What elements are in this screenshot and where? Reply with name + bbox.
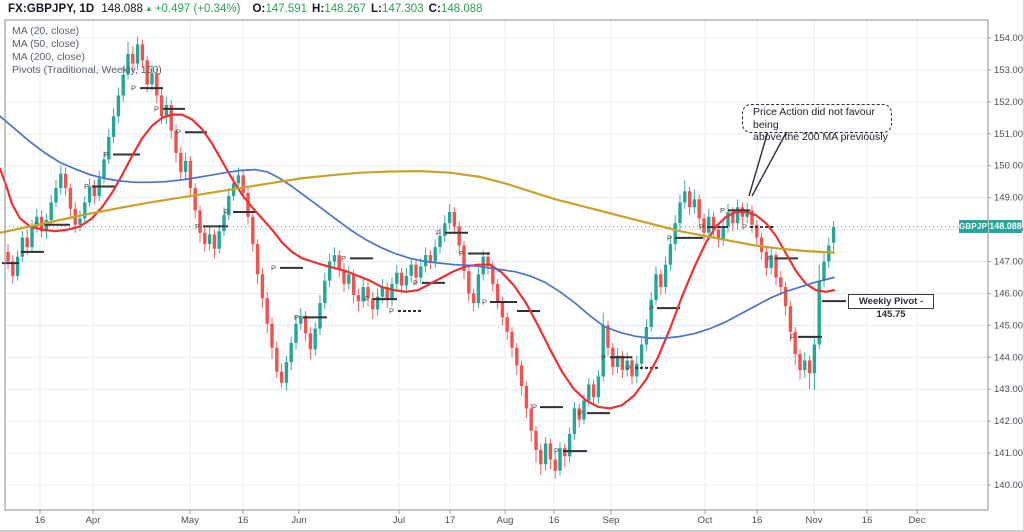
- time-tick-label: 16: [238, 515, 249, 526]
- pivot-p-label: P: [104, 150, 109, 159]
- legend-ma200[interactable]: MA (200, close): [12, 51, 85, 63]
- close-key: C:: [428, 3, 441, 15]
- price-tick-label: 149.000: [994, 193, 1024, 204]
- pivot-p-label: P: [271, 263, 276, 272]
- callout-line-2: above the 200 MA previously: [753, 131, 888, 143]
- last-price: 148.088: [101, 3, 143, 15]
- time-tick-label: Dec: [909, 515, 926, 526]
- indicator-legend: MA (20, close) MA (50, close) MA (200, c…: [12, 25, 162, 77]
- symbol-title[interactable]: FX:GBPJPY, 1D: [8, 3, 95, 15]
- pivot-p-label: P: [720, 206, 725, 215]
- ma-line-ma-20[interactable]: [0, 113, 836, 410]
- open-value: 147.591: [265, 3, 308, 15]
- legend-pivots[interactable]: Pivots (Traditional, Weekly, 150): [12, 64, 162, 76]
- pivot-p-label: P: [341, 254, 346, 263]
- ma-line-ma-200[interactable]: [0, 170, 836, 254]
- symbol-price-tag: GBPJPY: [959, 220, 993, 233]
- high-key: H:: [312, 3, 325, 15]
- price-change: +0.497 (+0.34%): [154, 3, 241, 15]
- time-tick-label: Aug: [497, 515, 514, 526]
- price-tick-label: 140.000: [994, 480, 1024, 491]
- callout-arrow: [748, 130, 788, 197]
- price-tick-label: 146.000: [994, 288, 1024, 299]
- price-action-callout[interactable]: Price Action did not favour being above …: [742, 104, 892, 143]
- price-tick-label: 142.000: [994, 416, 1024, 427]
- time-tick-label: Oct: [698, 515, 713, 526]
- pivot-p-label: P: [459, 249, 464, 258]
- price-tick-label: 144.000: [994, 352, 1024, 363]
- callout-line-1: Price Action did not favour being: [753, 106, 875, 131]
- time-tick-label: Jul: [393, 515, 405, 526]
- close-value: 148.088: [440, 3, 483, 15]
- weekly-pivot-label[interactable]: Weekly Pivot - 145.75: [848, 294, 934, 320]
- axis-price-tag: 148.088: [989, 220, 1022, 233]
- price-tick-label: 141.000: [994, 448, 1024, 459]
- legend-ma20[interactable]: MA (20, close): [12, 25, 80, 37]
- pivot-p-label: P: [131, 84, 136, 93]
- pivot-p-label: P: [601, 353, 606, 362]
- pivot-p-label: P: [767, 254, 772, 263]
- time-tick-label: 16: [752, 515, 763, 526]
- pivot-p-label: P: [482, 298, 487, 307]
- time-tick-label: 17: [445, 515, 456, 526]
- price-tick-label: 147.000: [994, 257, 1024, 268]
- time-tick-label: Sep: [603, 515, 620, 526]
- high-value: 148.267: [324, 3, 366, 15]
- time-tick-label: 16: [862, 515, 873, 526]
- pivot-p-label: P: [742, 223, 747, 232]
- pivot-p-label: P: [554, 447, 559, 456]
- pivot-p-label: P: [436, 228, 441, 237]
- up-arrow-icon: ▲: [144, 4, 153, 13]
- price-tick-label: 145.000: [994, 320, 1024, 331]
- time-tick-label: Nov: [806, 515, 823, 526]
- pivot-p-label: P: [413, 278, 418, 287]
- price-axis[interactable]: 154.000 153.000 152.000 151.000 150.000 149.0…: [988, 33, 1024, 491]
- pivot-p-label: P: [389, 307, 394, 316]
- price-tick-label: 153.000: [994, 65, 1024, 76]
- low-value: 147.303: [382, 3, 424, 15]
- price-tick-label: 143.000: [994, 384, 1024, 395]
- pivot-p-label: P: [364, 295, 369, 304]
- price-tick-label: 152.000: [994, 97, 1024, 108]
- pivot-p-label: P: [667, 233, 672, 242]
- pivot-p-label: P: [176, 128, 181, 137]
- time-tick-label: Apr: [86, 515, 101, 526]
- price-tick-label: 154.000: [994, 33, 1024, 44]
- price-tick-label: 150.000: [994, 161, 1024, 172]
- pivot-p-label: P: [649, 304, 654, 313]
- pivot-p-label: P: [532, 403, 537, 412]
- time-tick-label: 16: [549, 515, 560, 526]
- pivot-p-label: P: [294, 313, 299, 322]
- time-tick-label: 16: [35, 515, 46, 526]
- pivot-p-label: P: [84, 182, 89, 191]
- pivot-levels-layer: PPPPPPPPPPPPPPPPPPPPPPPPPPPPP: [2, 84, 846, 456]
- pivot-p-label: P: [578, 409, 583, 418]
- time-tick-label: May: [181, 515, 199, 526]
- legend-ma50[interactable]: MA (50, close): [12, 38, 80, 50]
- plot-frame: [4, 19, 989, 511]
- chart-header: FX:GBPJPY, 1D 148.088 ▲ +0.497 (+0.34%) O:14…: [8, 3, 483, 18]
- pivot-p-label: P: [626, 363, 631, 372]
- pivot-p-label: P: [154, 104, 159, 113]
- ma-line-ma-50[interactable]: [0, 115, 835, 339]
- time-axis[interactable]: 16 Apr May 16 Jun Jul 17 Aug 16 Sep Oct 16 Nov 16 Dec: [35, 510, 926, 526]
- price-tick-label: 151.000: [994, 129, 1024, 140]
- low-key: L:: [370, 3, 383, 15]
- pivot-p-label: P: [790, 332, 795, 341]
- pivot-p-label: P: [224, 208, 229, 217]
- time-tick-label: Jun: [291, 515, 306, 526]
- open-key: O:: [252, 3, 266, 15]
